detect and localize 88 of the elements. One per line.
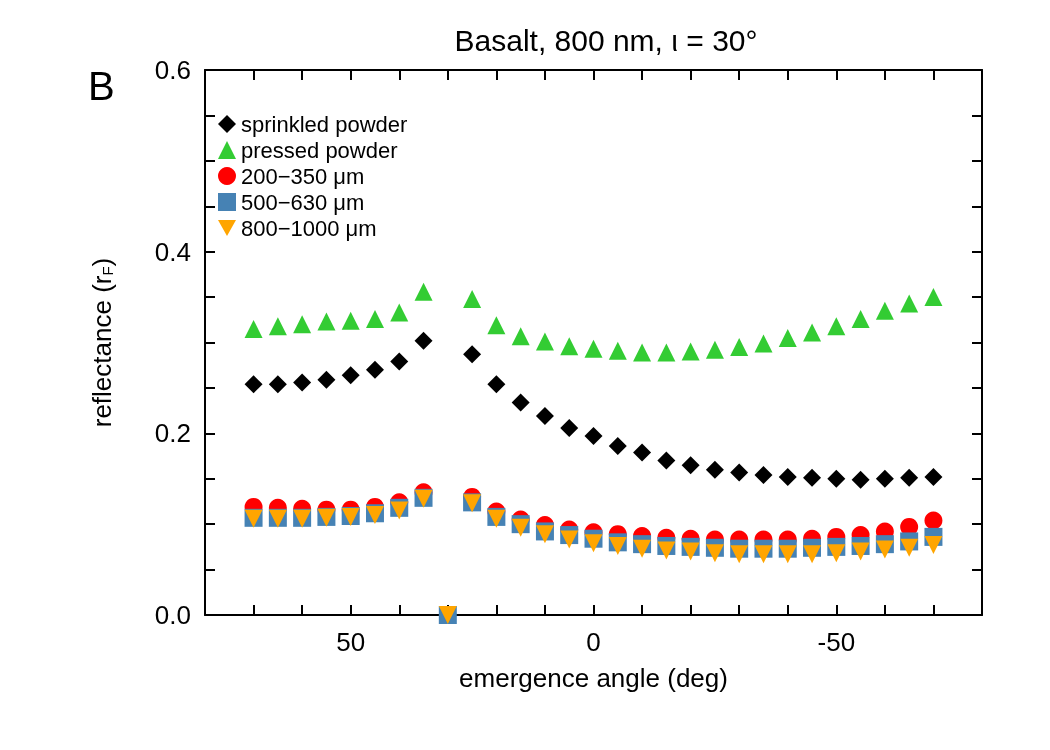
point	[608, 437, 627, 456]
point	[778, 328, 797, 347]
point	[778, 545, 797, 564]
point	[754, 466, 773, 485]
x-tick-label: 0	[586, 627, 601, 657]
point	[754, 545, 773, 564]
point	[851, 309, 870, 328]
point	[681, 342, 700, 361]
point	[633, 343, 652, 362]
point	[851, 470, 870, 489]
point	[535, 332, 554, 351]
point	[365, 360, 384, 379]
x-axis-title: emergence angle (deg)	[459, 663, 728, 693]
point	[900, 294, 919, 313]
point	[560, 530, 579, 549]
point	[365, 309, 384, 328]
point	[390, 303, 409, 322]
y-tick-label: 0.2	[154, 418, 191, 449]
y-tick-label: 0.0	[154, 600, 191, 630]
legend-label: 800−1000 μm	[241, 215, 377, 241]
point	[875, 301, 894, 320]
point	[730, 463, 749, 482]
y-axis-title: reflectance (rF)	[87, 257, 117, 428]
point	[827, 544, 846, 563]
point	[754, 334, 773, 353]
point	[293, 373, 312, 392]
y-tick-label: 0.6	[154, 55, 191, 85]
point	[924, 467, 943, 486]
point	[705, 544, 724, 563]
point	[900, 538, 919, 557]
point	[633, 539, 652, 558]
point	[268, 375, 287, 394]
point	[341, 366, 360, 385]
x-tick-label: 50	[336, 627, 366, 657]
point	[244, 375, 263, 394]
point	[414, 331, 433, 350]
text: B	[88, 64, 115, 108]
point	[317, 312, 336, 331]
point	[657, 343, 676, 362]
chart-title: Basalt, 800 nm, ι = 30°	[454, 23, 758, 57]
point	[560, 418, 579, 437]
point	[414, 282, 433, 301]
point	[681, 456, 700, 475]
point	[803, 468, 822, 487]
point	[463, 345, 482, 364]
point	[535, 407, 554, 426]
legend-label: 200−350 μm	[241, 163, 365, 189]
point	[511, 327, 530, 346]
point	[511, 393, 530, 412]
point	[463, 289, 482, 308]
point	[705, 460, 724, 479]
point	[803, 323, 822, 342]
point	[778, 467, 797, 486]
legend-label: 500−630 μm	[241, 189, 365, 215]
point	[268, 317, 287, 336]
point	[390, 352, 409, 371]
point	[584, 534, 603, 553]
point	[633, 443, 652, 462]
point	[657, 451, 676, 470]
point	[487, 316, 506, 335]
x-tick-label: -50	[817, 627, 856, 657]
point	[924, 288, 943, 307]
point	[705, 340, 724, 359]
point	[317, 370, 336, 389]
point	[827, 469, 846, 488]
point	[924, 536, 943, 555]
y-tick-label: 0.4	[154, 236, 191, 267]
point	[341, 311, 360, 330]
point	[584, 427, 603, 446]
point	[657, 541, 676, 560]
point	[924, 511, 943, 530]
point	[900, 468, 919, 487]
point	[875, 469, 894, 488]
point	[584, 339, 603, 358]
point	[487, 375, 506, 394]
legend-label: pressed powder	[241, 137, 398, 163]
point	[293, 315, 312, 334]
legend-label: sprinkled powder	[241, 111, 408, 137]
point	[608, 341, 627, 360]
point	[730, 545, 749, 564]
point	[560, 337, 579, 356]
point	[875, 540, 894, 559]
point	[851, 542, 870, 561]
point	[803, 545, 822, 564]
point	[827, 317, 846, 336]
point	[681, 542, 700, 561]
point	[244, 319, 263, 338]
point	[730, 338, 749, 357]
